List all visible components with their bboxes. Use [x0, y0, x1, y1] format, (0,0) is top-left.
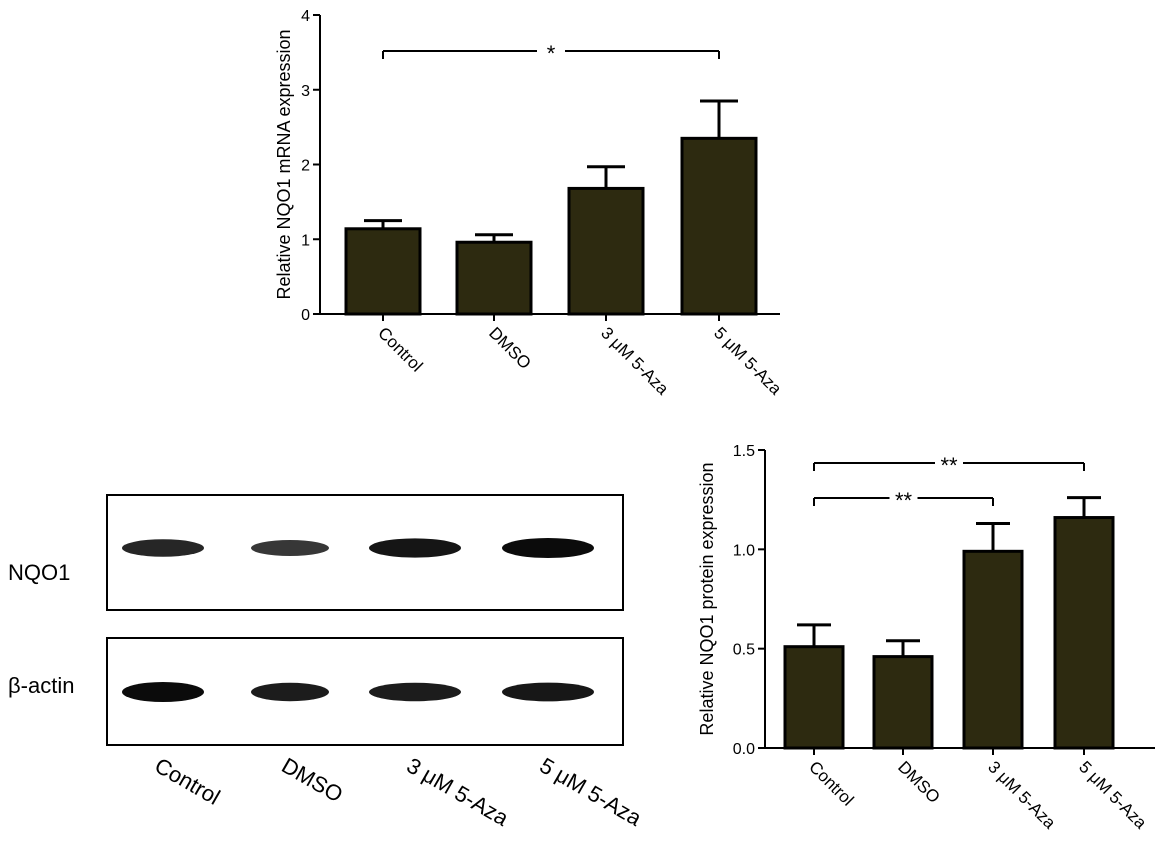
significance-label-bg	[537, 45, 565, 57]
blot-band	[122, 539, 204, 557]
y-tick-label: 0.0	[733, 741, 755, 758]
blot-band	[251, 682, 329, 702]
bar	[344, 227, 422, 316]
y-axis-label: Relative NQO1 mRNA expression	[274, 29, 294, 299]
bar	[783, 645, 845, 750]
x-tick-label: 5 μM 5-Aza	[1075, 757, 1151, 833]
bar	[567, 186, 645, 316]
significance-label-bg	[889, 492, 918, 504]
x-tick-label: DMSO	[485, 323, 534, 372]
blot-band	[369, 682, 461, 702]
blot-band	[502, 682, 594, 702]
significance-label: **	[940, 453, 958, 478]
blot-lane-label: DMSO	[278, 753, 348, 808]
bar	[872, 655, 934, 750]
y-tick-label: 1.0	[733, 542, 755, 559]
x-tick-label: Control	[374, 323, 426, 375]
blot-band	[502, 538, 594, 558]
y-tick-label: 2	[301, 158, 310, 175]
x-tick-label: 3 μM 5-Aza	[597, 323, 673, 399]
blot-lane-label: 5 μM 5-Aza	[536, 753, 647, 831]
y-tick-label: 3	[301, 83, 310, 100]
y-tick-label: 1	[301, 232, 310, 249]
significance-label-bg	[935, 457, 963, 469]
blot-lane-label: Control	[151, 753, 225, 810]
bar	[455, 240, 533, 316]
x-tick-label: DMSO	[894, 757, 943, 806]
significance-label: **	[895, 488, 913, 513]
western-blot-panel: NQO1 β-actin Control DMSO 3 μM 5-Aza 5 μM 5-A…	[8, 494, 647, 831]
blot-lane-label: 3 μM 5-Aza	[403, 753, 514, 831]
blot-row-label: β-actin	[8, 673, 74, 698]
bar	[962, 549, 1024, 750]
y-tick-label: 1.5	[733, 443, 755, 460]
protein-bar-chart: 0.0 0.5 1.0 1.5 Relative NQO1 protein expres…	[697, 443, 1155, 833]
blot-band	[369, 538, 461, 558]
bar	[680, 136, 758, 316]
blot-row-label: NQO1	[8, 560, 70, 585]
x-tick-label: 3 μM 5-Aza	[984, 757, 1060, 833]
y-tick-label: 0	[301, 307, 310, 324]
y-tick-label: 4	[301, 8, 310, 25]
blot-band	[251, 540, 329, 556]
y-axis-label: Relative NQO1 protein expression	[697, 462, 717, 735]
x-tick-label: Control	[805, 757, 857, 809]
significance-label: *	[547, 41, 556, 66]
bar	[1053, 516, 1115, 750]
x-tick-label: 5 μM 5-Aza	[710, 323, 786, 399]
mrna-bar-chart: 0 1 2 3 4 Relative NQO1 mRNA expression Contro…	[274, 8, 786, 399]
y-tick-label: 0.5	[733, 642, 755, 659]
blot-band	[122, 682, 204, 702]
